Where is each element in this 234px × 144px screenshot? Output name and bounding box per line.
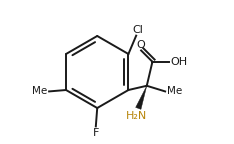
Text: OH: OH bbox=[170, 57, 187, 67]
Text: O: O bbox=[136, 40, 145, 50]
Text: F: F bbox=[93, 128, 99, 138]
Text: Me: Me bbox=[167, 86, 182, 96]
Polygon shape bbox=[136, 86, 147, 109]
Text: Me: Me bbox=[33, 86, 48, 96]
Text: H₂N: H₂N bbox=[126, 111, 147, 121]
Text: Cl: Cl bbox=[132, 25, 143, 35]
